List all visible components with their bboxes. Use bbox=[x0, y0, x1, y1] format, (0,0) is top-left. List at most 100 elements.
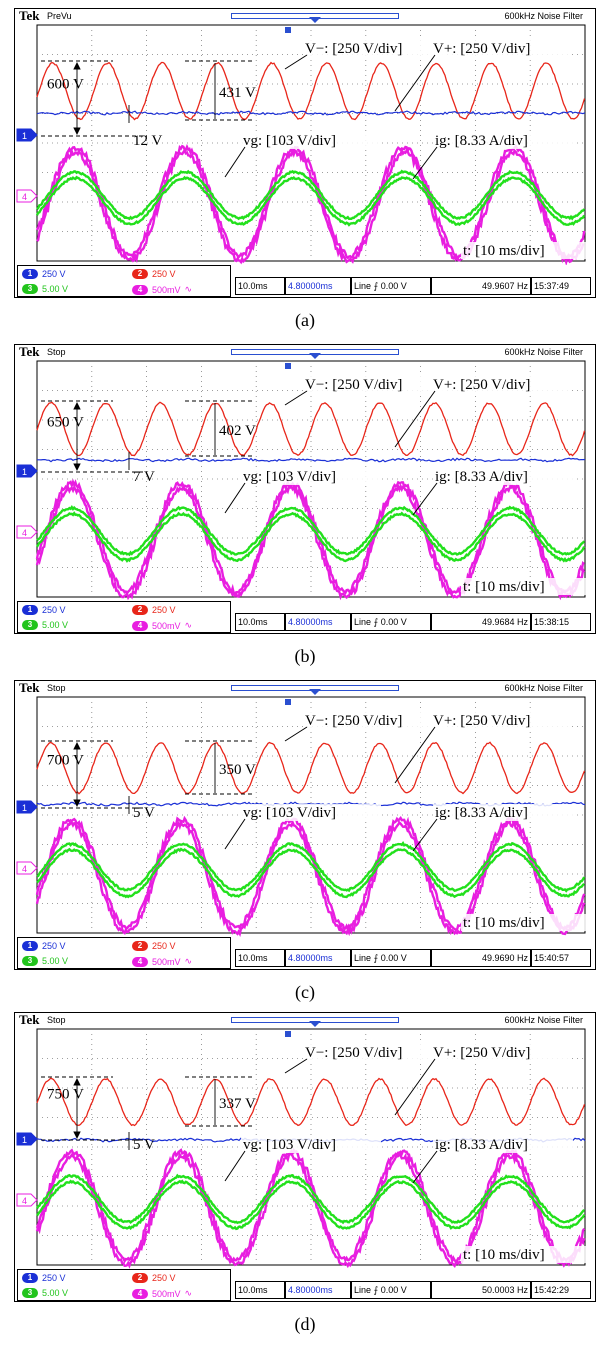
annotation-vplus-ripple: 7 V bbox=[133, 469, 155, 485]
horizontal-position-marker bbox=[285, 1031, 291, 1037]
scope-screen: Tek Stop 600kHz Noise Filter 1 4 650 V 402 V 7 … bbox=[14, 344, 596, 634]
label-vg: vg: [103 V/div] bbox=[243, 469, 336, 485]
trace-vg-band bbox=[37, 177, 584, 225]
frequency-readout: 49.9607 Hz bbox=[431, 277, 531, 295]
scope-panel-c: Tek Stop 600kHz Noise Filter 1 4 700 V 350 V5 … bbox=[14, 680, 596, 970]
ch1-scale: 250 V bbox=[42, 605, 66, 615]
label-t: t: [10 ms/div] bbox=[463, 243, 545, 259]
annotation-vminus-pp: 750 V bbox=[47, 1087, 84, 1103]
scope-screen: Tek PreVu 600kHz Noise Filter 1 4 600 V 431 V1… bbox=[14, 8, 596, 298]
pointer-vplus bbox=[395, 727, 435, 783]
panel-caption: (b) bbox=[14, 646, 596, 667]
frequency-readout: 50.0003 Hz bbox=[431, 1281, 531, 1299]
timebase-readout: 10.0ms bbox=[235, 613, 285, 631]
trace-vminus bbox=[37, 742, 585, 793]
trigger-position-marker bbox=[309, 1021, 321, 1027]
pointer-ig bbox=[413, 819, 437, 851]
annotation-vplus-ripple: 5 V bbox=[133, 805, 155, 821]
ch2-scale: 250 V bbox=[152, 269, 176, 279]
label-t: t: [10 ms/div] bbox=[463, 1247, 545, 1263]
ch2-scale: 250 V bbox=[152, 605, 176, 615]
scope-panel-b: Tek Stop 600kHz Noise Filter 1 4 650 V 402 V 7 … bbox=[14, 344, 596, 634]
ch4-scale: 500mV bbox=[152, 621, 181, 631]
arrow-head-up bbox=[74, 63, 80, 69]
trigger-position-marker bbox=[309, 353, 321, 359]
ch3-setting: 3 5.00 V bbox=[22, 1288, 68, 1298]
waveform-plot: 1 4 750 V 337 V 5 V V−: [250 V/div] V+: [250 V… bbox=[15, 1013, 595, 1269]
trace-vminus bbox=[37, 63, 585, 120]
ch1-setting: 1 250 V bbox=[22, 605, 66, 615]
ch3-setting: 3 5.00 V bbox=[22, 956, 68, 966]
ch1-ground-marker-label: 1 bbox=[22, 467, 27, 477]
ch3-scale: 5.00 V bbox=[42, 284, 68, 294]
trace-vplus bbox=[37, 111, 585, 115]
label-vminus: V−: [250 V/div] bbox=[305, 41, 402, 57]
ch2-scale: 250 V bbox=[152, 1273, 176, 1283]
ch3-scale: 5.00 V bbox=[42, 1288, 68, 1298]
pointer-vplus bbox=[395, 391, 435, 447]
pointer-vminus bbox=[285, 727, 307, 741]
ch2-setting: 2 250 V bbox=[132, 941, 176, 951]
channel-settings-box: 1 250 V 2 250 V 3 5.00 V 4 500mV ∿ bbox=[17, 937, 231, 969]
panel-caption: (a) bbox=[14, 310, 596, 331]
label-ig: ig: [8.33 A/div] bbox=[435, 805, 528, 821]
timebase-readout: 10.0ms bbox=[235, 1281, 285, 1299]
scope-settings-bar: 1 250 V 2 250 V 3 5.00 V 4 500mV ∿ 10.0ms 4.80000m… bbox=[15, 599, 595, 634]
label-vplus: V+: [250 V/div] bbox=[433, 41, 530, 57]
annotation-vminus-pp: 650 V bbox=[47, 415, 84, 431]
ch2-setting: 2 250 V bbox=[132, 1273, 176, 1283]
ch4-ground-marker-label: 4 bbox=[22, 1196, 27, 1206]
scope-settings-bar: 1 250 V 2 250 V 3 5.00 V 4 500mV ∿ 10.0ms 4.80000m… bbox=[15, 935, 595, 970]
scope-panel-d: Tek Stop 600kHz Noise Filter 1 4 750 V 337 V 5 … bbox=[14, 1012, 596, 1302]
arrow-head-up bbox=[74, 403, 80, 409]
panel-caption: (d) bbox=[14, 1314, 596, 1335]
delay-readout: 4.80000ms bbox=[285, 277, 351, 295]
ch4-ground-marker-label: 4 bbox=[22, 192, 27, 202]
ch1-scale: 250 V bbox=[42, 941, 66, 951]
scope-panel-a: Tek PreVu 600kHz Noise Filter 1 4 600 V 431 V1… bbox=[14, 8, 596, 298]
trace-vminus bbox=[37, 1078, 585, 1125]
waveform-plot: 14600 V431 V12 VV−: [250 V/div] V+: [250 … bbox=[15, 9, 595, 265]
annotation-vminus-pp: 700 V bbox=[47, 753, 84, 769]
label-vminus: V−: [250 V/div] bbox=[305, 1045, 402, 1061]
ch4-setting: 4 500mV ∿ bbox=[132, 1288, 192, 1299]
trigger-readout: Line ⨍ 0.00 V bbox=[351, 949, 431, 967]
ch1-ground-marker-label: 1 bbox=[22, 803, 27, 813]
ch4-setting: 4 500mV ∿ bbox=[132, 284, 192, 295]
scope-screen: Tek Stop 600kHz Noise Filter 1 4 750 V 337 V5 … bbox=[14, 1012, 596, 1302]
ch1-ground-marker-label: 1 bbox=[22, 131, 27, 141]
clock-readout: 15:42:29 bbox=[531, 1281, 591, 1299]
pointer-vminus bbox=[285, 391, 307, 405]
ch1-scale: 250 V bbox=[42, 269, 66, 279]
label-vg: vg: [103 V/div] bbox=[243, 1137, 336, 1153]
clock-readout: 15:38:15 bbox=[531, 613, 591, 631]
arrow-head-up bbox=[74, 1079, 80, 1085]
horizontal-position-marker bbox=[285, 27, 291, 33]
ch1-scale: 250 V bbox=[42, 1273, 66, 1283]
pointer-vplus bbox=[395, 55, 435, 111]
horizontal-position-marker bbox=[285, 363, 291, 369]
ch3-scale: 5.00 V bbox=[42, 620, 68, 630]
label-vg: vg: [103 V/div] bbox=[243, 133, 336, 149]
label-t: t: [10 ms/div] bbox=[463, 579, 545, 595]
pointer-vplus bbox=[395, 1059, 435, 1115]
ch4-setting: 4 500mV ∿ bbox=[132, 620, 192, 631]
ch4-setting: 4 500mV ∿ bbox=[132, 956, 192, 967]
annotation-vplus-ripple: 12 V bbox=[133, 133, 162, 149]
ch4-scale: 500mV bbox=[152, 285, 181, 295]
delay-readout: 4.80000ms bbox=[285, 613, 351, 631]
trigger-readout: Line ⨍ 0.00 V bbox=[351, 1281, 431, 1299]
pointer-vminus bbox=[285, 55, 307, 69]
pointer-vminus bbox=[285, 1059, 307, 1073]
trigger-readout: Line ⨍ 0.00 V bbox=[351, 613, 431, 631]
label-vplus: V+: [250 V/div] bbox=[433, 713, 530, 729]
label-vminus: V−: [250 V/div] bbox=[305, 377, 402, 393]
channel-settings-box: 1 250 V 2 250 V 3 5.00 V 4 500mV ∿ bbox=[17, 1269, 231, 1301]
ch1-setting: 1 250 V bbox=[22, 1273, 66, 1283]
annotation-vminus-amp: 431 V bbox=[219, 85, 256, 101]
annotation-vminus-amp: 337 V bbox=[219, 1096, 256, 1112]
label-vplus: V+: [250 V/div] bbox=[433, 377, 530, 393]
panel-caption: (c) bbox=[14, 982, 596, 1003]
ch3-setting: 3 5.00 V bbox=[22, 284, 68, 294]
ch4-ground-marker-label: 4 bbox=[22, 864, 27, 874]
